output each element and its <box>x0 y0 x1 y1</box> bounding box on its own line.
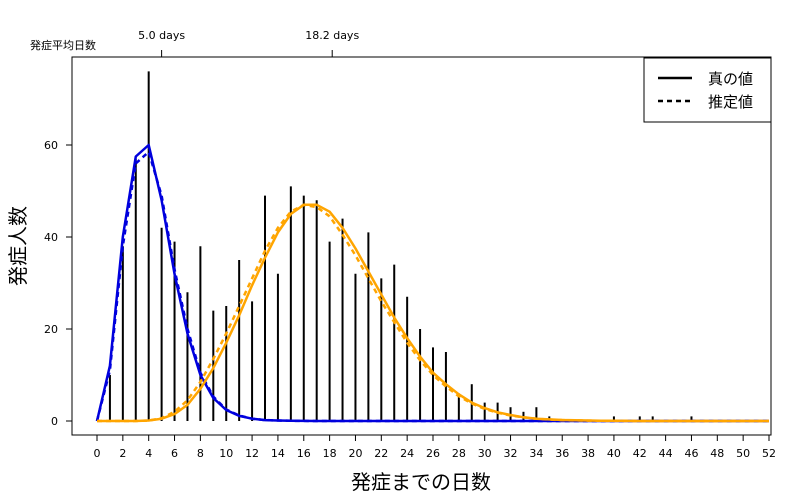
x-tick-label-22: 22 <box>374 447 388 460</box>
x-tick-label-2: 2 <box>119 447 126 460</box>
x-tick-label-52: 52 <box>762 447 776 460</box>
legend-box <box>643 57 772 123</box>
x-tick-label-24: 24 <box>400 447 414 460</box>
x-tick-label-10: 10 <box>219 447 233 460</box>
top-tick-label-0: 5.0 days <box>138 29 185 42</box>
legend-entry-estimated: 推定値 <box>708 93 753 111</box>
y-tick-label-20: 20 <box>44 323 58 336</box>
x-tick-label-38: 38 <box>581 447 595 460</box>
x-tick-label-44: 44 <box>659 447 673 460</box>
top-axis-label: 発症平均日数 <box>30 38 96 52</box>
top-axis: 発症平均日数 5.0 days 18.2 days <box>30 29 359 57</box>
x-tick-label-32: 32 <box>504 447 518 460</box>
plot-area <box>71 56 772 436</box>
x-tick-label-34: 34 <box>529 447 543 460</box>
x-tick-label-20: 20 <box>348 447 362 460</box>
x-axis: 0 2 4 6 8 10 12 14 16 18 20 22 24 26 28 30 32 34 36 38 40 42 4… <box>94 435 776 460</box>
x-tick-label-4: 4 <box>145 447 152 460</box>
y-tick-label-40: 40 <box>44 231 58 244</box>
x-axis-title: 発症までの日数 <box>351 470 491 494</box>
x-tick-label-0: 0 <box>94 447 101 460</box>
x-tick-label-36: 36 <box>555 447 569 460</box>
y-tick-label-60: 60 <box>44 139 58 152</box>
x-tick-label-14: 14 <box>271 447 285 460</box>
legend-entry-true: 真の値 <box>708 70 753 88</box>
x-tick-label-46: 46 <box>684 447 698 460</box>
series-line-1 <box>95 150 769 423</box>
x-tick-label-26: 26 <box>426 447 440 460</box>
x-tick-label-42: 42 <box>633 447 647 460</box>
bars-group <box>108 71 693 421</box>
y-axis-title: 発症人数 <box>6 206 30 286</box>
y-tick-label-0: 0 <box>51 415 58 428</box>
x-tick-label-50: 50 <box>736 447 750 460</box>
x-tick-label-16: 16 <box>297 447 311 460</box>
top-tick-label-1: 18.2 days <box>305 29 359 42</box>
x-tick-label-8: 8 <box>197 447 204 460</box>
legend: 真の値 推定値 <box>643 57 772 123</box>
plot-frame <box>71 56 772 436</box>
x-tick-label-18: 18 <box>323 447 337 460</box>
series-line-3 <box>97 203 769 423</box>
series-group <box>95 143 769 423</box>
x-tick-label-48: 48 <box>710 447 724 460</box>
x-tick-label-40: 40 <box>607 447 621 460</box>
x-tick-label-28: 28 <box>452 447 466 460</box>
y-axis: 0 20 40 60 <box>44 139 72 428</box>
x-tick-label-12: 12 <box>245 447 259 460</box>
x-tick-label-6: 6 <box>171 447 178 460</box>
x-tick-label-30: 30 <box>478 447 492 460</box>
